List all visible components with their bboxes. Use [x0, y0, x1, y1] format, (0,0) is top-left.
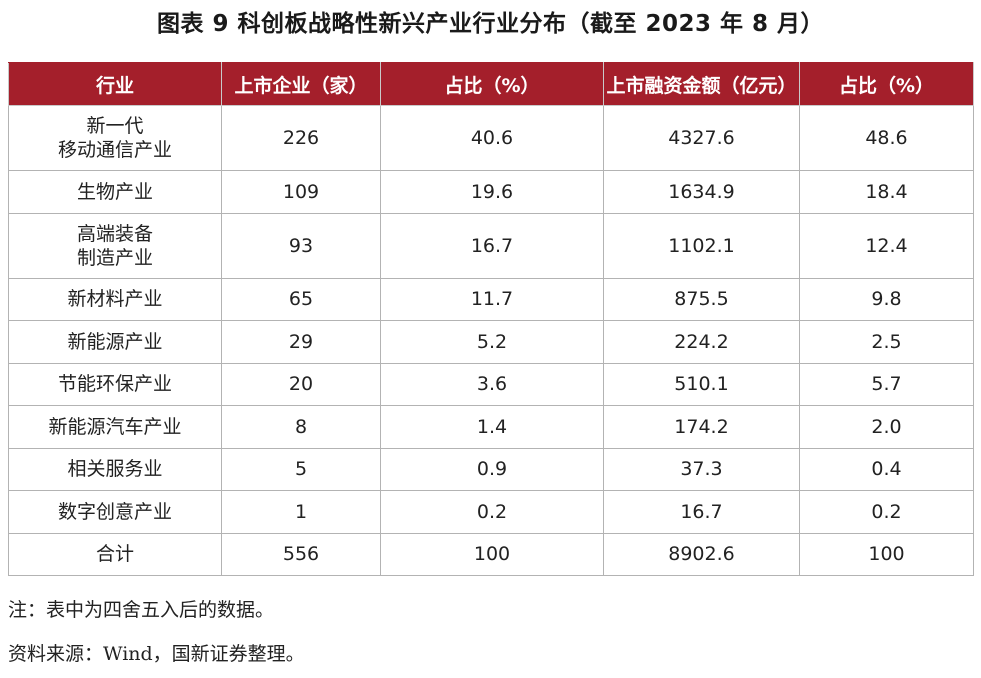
industry-label-line2: 制造产业 — [76, 246, 153, 269]
header-company-share: 占比（%） — [380, 62, 604, 106]
header-financing-share: 占比（%） — [799, 62, 974, 106]
company-share-cell: 3.6 — [380, 362, 604, 406]
industry-cell: 相关服务业 — [8, 447, 222, 491]
financing-share-cell: 2.0 — [799, 405, 974, 449]
table-row: 新能源汽车产业 8 1.4 174.2 2.0 — [8, 405, 974, 449]
industry-cell: 高端装备 制造产业 — [8, 212, 222, 279]
financing-cell: 510.1 — [603, 362, 800, 406]
industry-distribution-table: 行业 上市企业（家） 占比（%） 上市融资金额（亿元） 占比（%） 新一代 移动… — [8, 62, 974, 576]
company-share-cell: 1.4 — [380, 405, 604, 449]
industry-label-line2: 移动通信产业 — [57, 139, 172, 161]
industry-cell: 新材料产业 — [8, 277, 222, 321]
source-note: 资料来源：Wind，国新证券整理。 — [8, 643, 305, 665]
table-title: 图表 9 科创板战略性新兴产业行业分布（截至 2023 年 8 月） — [156, 11, 825, 37]
financing-cell: 16.7 — [603, 490, 800, 534]
financing-cell: 4327.6 — [603, 105, 800, 171]
financing-share-cell: 48.6 — [799, 105, 974, 171]
footnote: 注：表中为四舍五入后的数据。 — [8, 599, 275, 621]
table-row: 数字创意产业 1 0.2 16.7 0.2 — [8, 490, 974, 534]
company-share-cell: 100 — [380, 532, 604, 576]
company-share-cell: 5.2 — [380, 320, 604, 364]
company-share-cell: 0.9 — [380, 447, 604, 491]
companies-cell: 93 — [221, 212, 381, 279]
companies-cell: 109 — [221, 170, 381, 214]
financing-share-cell: 2.5 — [799, 320, 974, 364]
company-share-cell: 16.7 — [380, 212, 604, 279]
companies-cell: 1 — [221, 490, 381, 534]
industry-cell: 合计 — [8, 532, 222, 576]
industry-cell: 新一代 移动通信产业 — [8, 105, 222, 171]
companies-cell: 8 — [221, 405, 381, 449]
table-row: 新材料产业 65 11.7 875.5 9.8 — [8, 277, 974, 321]
financing-share-cell: 0.2 — [799, 490, 974, 534]
companies-cell: 5 — [221, 447, 381, 491]
table-row: 生物产业 109 19.6 1634.9 18.4 — [8, 170, 974, 214]
financing-cell: 8902.6 — [603, 532, 800, 576]
table-row: 高端装备 制造产业 93 16.7 1102.1 12.4 — [8, 212, 974, 279]
industry-cell: 新能源产业 — [8, 320, 222, 364]
financing-share-cell: 5.7 — [799, 362, 974, 406]
financing-cell: 1634.9 — [603, 170, 800, 214]
table-row: 新能源产业 29 5.2 224.2 2.5 — [8, 320, 974, 364]
company-share-cell: 19.6 — [380, 170, 604, 214]
industry-label-line1: 新一代 — [86, 115, 144, 137]
table-row: 相关服务业 5 0.9 37.3 0.4 — [8, 447, 974, 491]
financing-cell: 1102.1 — [603, 212, 800, 279]
companies-cell: 226 — [221, 105, 381, 171]
financing-cell: 875.5 — [603, 277, 800, 321]
header-financing-amount: 上市融资金额（亿元） — [603, 62, 800, 106]
company-share-cell: 11.7 — [380, 277, 604, 321]
financing-share-cell: 12.4 — [799, 212, 974, 279]
financing-share-cell: 18.4 — [799, 170, 974, 214]
header-listed-companies: 上市企业（家） — [221, 62, 381, 106]
financing-share-cell: 0.4 — [799, 447, 974, 491]
industry-cell: 新能源汽车产业 — [8, 405, 222, 449]
table-row: 节能环保产业 20 3.6 510.1 5.7 — [8, 362, 974, 406]
financing-cell: 224.2 — [603, 320, 800, 364]
industry-cell: 数字创意产业 — [8, 490, 222, 534]
company-share-cell: 0.2 — [380, 490, 604, 534]
companies-cell: 556 — [221, 532, 381, 576]
financing-cell: 37.3 — [603, 447, 800, 491]
table-header-row: 行业 上市企业（家） 占比（%） 上市融资金额（亿元） 占比（%） — [8, 62, 974, 106]
companies-cell: 65 — [221, 277, 381, 321]
table-total-row: 合计 556 100 8902.6 100 — [8, 532, 974, 576]
table-row: 新一代 移动通信产业 226 40.6 4327.6 48.6 — [8, 105, 974, 171]
industry-label-line1: 高端装备 — [76, 222, 153, 245]
financing-share-cell: 100 — [799, 532, 974, 576]
industry-cell: 节能环保产业 — [8, 362, 222, 406]
financing-cell: 174.2 — [603, 405, 800, 449]
companies-cell: 20 — [221, 362, 381, 406]
companies-cell: 29 — [221, 320, 381, 364]
financing-share-cell: 9.8 — [799, 277, 974, 321]
company-share-cell: 40.6 — [380, 105, 604, 171]
industry-cell: 生物产业 — [8, 170, 222, 214]
header-industry: 行业 — [8, 62, 222, 106]
